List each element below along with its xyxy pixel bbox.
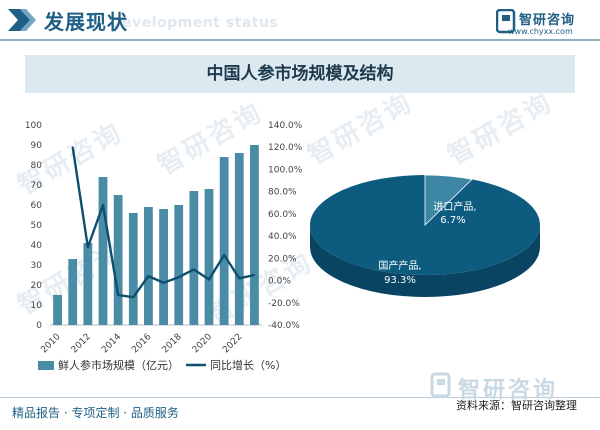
y-tick-label: 100 [25,121,42,131]
y2-tick-label: 100.0% [268,165,303,175]
chart-title-band [25,55,575,93]
source-note: 资料来源：智研咨询整理 [456,399,577,412]
combo-chart: 0 10 20 30 40 50 60 70 80 90 100 -40.0% -20.0% 0.0% 20… [25,121,303,372]
x-tick-label: 2012 [70,332,93,355]
pie-label-domestic-name: 国产产品, [378,259,421,272]
y-tick-label: 70 [31,181,43,191]
growth-point [193,268,195,271]
y-tick-label: 30 [31,261,43,271]
y2-tick-label: -40.0% [268,321,300,331]
y2-tick-label: 20.0% [268,254,297,264]
y-tick-label: 80 [31,161,43,171]
x-tick-label: 2014 [100,332,123,355]
footer-logo-icon [430,372,451,398]
y2-tick-label: 0.0% [268,277,291,287]
watermark: 智研咨询 [443,87,559,172]
pie-slice-imported [424,174,473,226]
bar [83,243,93,325]
y-tick-label: 10 [31,301,43,311]
bar [113,195,123,325]
bar [174,205,184,325]
y2-tick-label: 80.0% [268,188,297,198]
y2-tick-label: -20.0% [268,299,300,309]
header-chevron-icon [8,9,36,31]
pie-chart: 国产产品, 93.3% 进口产品, 6.7% [310,174,540,297]
growth-point [223,254,225,256]
bar [68,259,78,325]
header-divider [0,39,600,41]
pie-label-imported-name: 进口产品, [433,200,476,213]
bar [204,189,214,325]
x-tick-label: 2010 [39,332,62,355]
bar [234,153,244,325]
y2-tick-label: 140.0% [268,121,303,131]
bar [53,295,62,325]
header-ghost-text: Development status [110,15,279,31]
pie-side [310,225,540,297]
pie-label-domestic-value: 93.3% [384,275,416,286]
bar [189,191,199,325]
y-tick-label: 60 [31,201,43,211]
pie-label-imported-value: 6.7% [440,215,465,226]
growth-point [117,294,119,296]
y-tick-label: 40 [31,241,43,251]
bar [144,207,153,325]
x-tick-label: 2018 [161,332,184,355]
bar [128,213,138,325]
y-tick-label: 90 [31,141,43,151]
bar [219,157,229,325]
y-tick-label: 20 [31,281,43,291]
legend-bar-swatch [38,361,54,370]
y2-tick-label: 120.0% [268,143,303,153]
growth-point [208,278,210,281]
legend-bar-label: 鲜人参市场规模（亿元） [58,358,179,372]
x-tick-label: 2016 [130,332,153,355]
growth-point [132,296,135,299]
header-bar: Development status 发展现状 智研咨询 www.chyxx.c… [0,0,600,41]
bar [159,209,168,325]
brand-logo-icon [496,9,516,34]
growth-point [147,275,150,277]
y2-tick-label: 40.0% [268,232,297,242]
footer-brand: 智研咨询 [458,378,559,403]
growth-point [162,281,165,284]
y-tick-label: 50 [31,221,43,231]
bar [250,145,259,325]
footer-services: 精品报告 · 专项定制 · 品质服务 [12,406,179,420]
growth-point [87,246,89,249]
brand-url: www.chyxx.com [508,27,573,36]
x-tick-label: 2022 [221,332,244,355]
y2-tick-label: 60.0% [268,210,297,220]
x-tick-label: 2020 [191,332,214,355]
growth-point [177,276,180,279]
growth-point [102,204,104,206]
growth-point [238,277,241,280]
page-title: 发展现状 [44,10,128,34]
growth-point [253,274,256,276]
footer-divider [0,397,600,398]
growth-point [71,146,74,149]
bar [98,177,108,325]
brand-name: 智研咨询 [519,13,576,28]
legend-line-label: 同比增长（%） [210,358,286,372]
y-tick-label: 0 [36,321,42,331]
chart-title: 中国人参市场规模及结构 [206,64,394,84]
